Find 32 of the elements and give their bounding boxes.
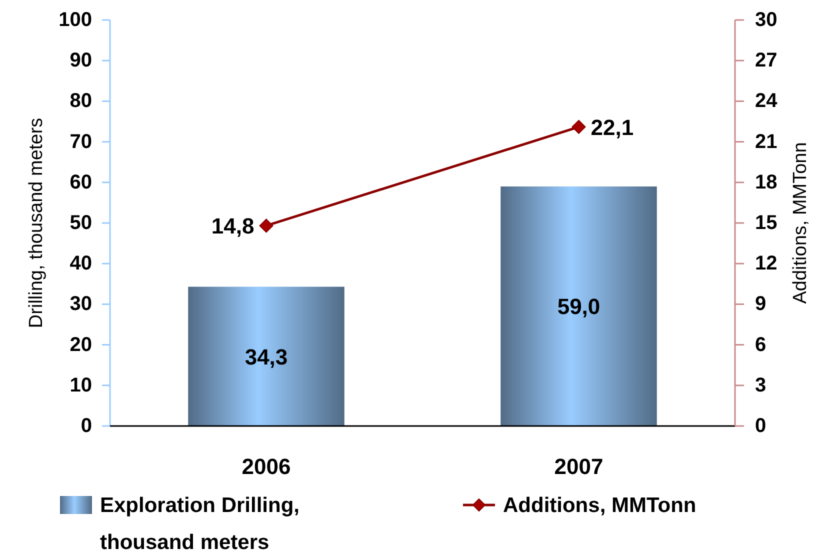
- x-tick-label: 2006: [242, 454, 291, 478]
- y-tick-label: 70: [70, 130, 92, 153]
- legend-label: Additions, MMTonn: [503, 494, 696, 516]
- y-tick-label: 30: [70, 293, 92, 316]
- y-tick-label: 90: [70, 50, 92, 72]
- y-tick-label: 0: [80, 415, 92, 437]
- y2-tick-label: 12: [755, 252, 778, 275]
- y2-tick-label: 21: [755, 130, 778, 153]
- data-label: 59,0: [557, 294, 600, 319]
- y-tick-label: 10: [70, 374, 92, 396]
- y-tick-label: 60: [70, 171, 92, 194]
- y2-tick-label: 15: [755, 212, 778, 234]
- y-tick-label: 40: [70, 252, 92, 275]
- y2-tick-label: 30: [755, 9, 778, 31]
- data-label: 14,8: [211, 213, 254, 238]
- data-label: 34,3: [244, 344, 288, 369]
- y-tick-label: 100: [58, 9, 92, 31]
- y2-tick-label: 3: [755, 374, 766, 396]
- y2-axis-title: Additions, MMTonn: [790, 142, 810, 304]
- y-axis-title: Drilling, thousand meters: [26, 118, 46, 328]
- y2-tick-label: 9: [755, 293, 766, 316]
- y2-tick-label: 18: [755, 171, 778, 194]
- y-tick-label: 80: [70, 90, 92, 112]
- y-tick-label: 50: [70, 212, 92, 234]
- x-tick-label: 2007: [554, 454, 604, 478]
- y2-tick-label: 0: [755, 415, 766, 437]
- y2-tick-label: 6: [755, 334, 766, 356]
- y2-tick-label: 24: [755, 90, 778, 112]
- y-tick-label: 20: [70, 334, 92, 356]
- legend-label: Exploration Drilling, thousand meters: [100, 494, 300, 554]
- data-label: 22,1: [590, 114, 634, 140]
- y2-tick-label: 27: [755, 50, 778, 72]
